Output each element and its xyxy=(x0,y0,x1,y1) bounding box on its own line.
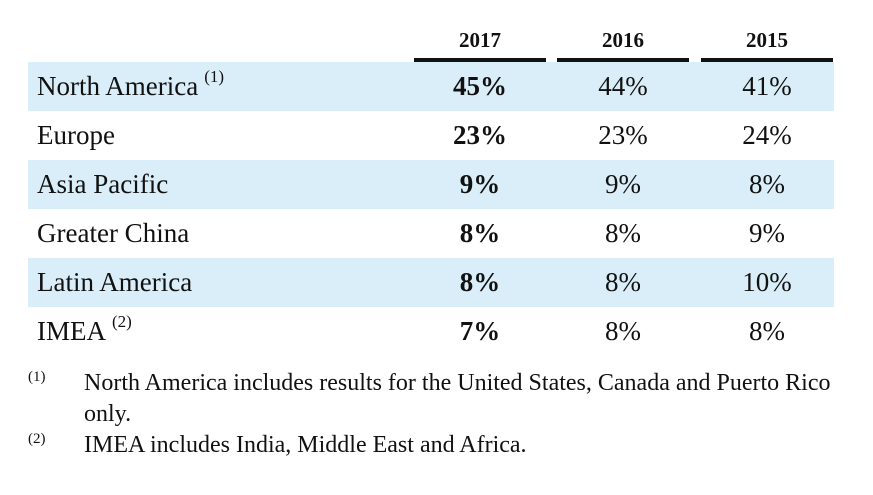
table-row-asia-pacific: Asia Pacific 9% 9% 8% xyxy=(28,160,834,209)
regional-share-table: 2017 2016 2015 North America (1) 45% 44% … xyxy=(28,22,834,356)
cell-2015: 10% xyxy=(742,267,792,297)
footnotes: (1) North America includes results for t… xyxy=(28,368,848,461)
footnote-ref: (2) xyxy=(112,312,132,331)
table-row-imea: IMEA (2) 7% 8% 8% xyxy=(28,307,834,356)
footnote-text: North America includes results for the U… xyxy=(84,370,831,427)
footnote-ref: (1) xyxy=(204,67,225,86)
row-label: IMEA (2) xyxy=(37,312,132,346)
footnote-text: IMEA includes India, Middle East and Afr… xyxy=(84,432,527,458)
footnote-marker: (1) xyxy=(28,369,46,385)
table-row-greater-china: Greater China 8% 8% 9% xyxy=(28,209,834,258)
cell-2016: 23% xyxy=(598,120,648,150)
footnote-1: (1) North America includes results for t… xyxy=(28,368,848,430)
cell-2017: 45% xyxy=(453,71,507,101)
column-header-2016: 2016 xyxy=(557,26,689,62)
column-header-2015: 2015 xyxy=(701,26,833,62)
cell-2015: 41% xyxy=(742,71,792,101)
cell-2016: 44% xyxy=(598,71,648,101)
cell-2017: 8% xyxy=(459,267,501,297)
cell-2016: 8% xyxy=(605,267,641,297)
table-row-europe: Europe 23% 23% 24% xyxy=(28,111,834,160)
cell-2015: 8% xyxy=(749,316,785,346)
table-row-north-america: North America (1) 45% 44% 41% xyxy=(28,62,834,111)
cell-2017: 9% xyxy=(459,169,501,199)
row-label: Europe xyxy=(37,120,115,150)
row-label: Latin America xyxy=(37,267,193,297)
cell-2017: 23% xyxy=(453,120,507,150)
column-header-2017: 2017 xyxy=(414,26,546,62)
cell-2017: 8% xyxy=(459,218,501,248)
cell-2016: 8% xyxy=(605,316,641,346)
table-header: 2017 2016 2015 xyxy=(28,22,834,62)
row-label: Greater China xyxy=(37,218,190,248)
row-label: North America (1) xyxy=(37,67,225,101)
cell-2016: 9% xyxy=(605,169,641,199)
cell-2015: 8% xyxy=(749,169,785,199)
cell-2016: 8% xyxy=(605,218,641,248)
row-label: Asia Pacific xyxy=(37,169,169,199)
footnote-2: (2) IMEA includes India, Middle East and… xyxy=(28,430,848,461)
table-row-latin-america: Latin America 8% 8% 10% xyxy=(28,258,834,307)
cell-2017: 7% xyxy=(459,316,501,346)
cell-2015: 9% xyxy=(749,218,785,248)
footnote-marker: (2) xyxy=(28,431,46,447)
cell-2015: 24% xyxy=(742,120,792,150)
